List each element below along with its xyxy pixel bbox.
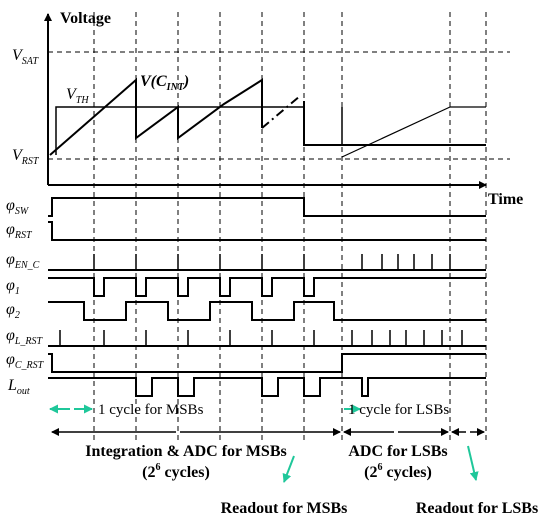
phi-sw-label: φSW xyxy=(6,197,30,217)
readout-lsb-label: Readout for LSBs xyxy=(416,500,538,517)
phi-lrst-label: φL_RST xyxy=(6,327,44,347)
grid-lines xyxy=(48,12,510,440)
phi-crst-wave xyxy=(48,353,486,373)
y-axis-label: Voltage xyxy=(60,10,111,27)
vint-hold xyxy=(303,101,486,146)
x-axis-label: Time xyxy=(488,191,523,208)
vint-sawtooth xyxy=(49,77,263,156)
phi-lrst-pulses xyxy=(59,330,463,346)
axes xyxy=(44,13,487,189)
phi-1-label: φ1 xyxy=(6,277,20,297)
vth-label: VTH xyxy=(66,86,89,106)
phi-crst-label: φC_RST xyxy=(6,351,45,371)
readout-msb-label: Readout for MSBs xyxy=(221,500,348,517)
phi-rst-label: φRST xyxy=(6,221,33,241)
lsb-ramp xyxy=(341,106,451,158)
vth-threshold-line xyxy=(55,106,343,155)
phi-enc-label: φEN_C xyxy=(6,251,40,271)
vsat-label: VSAT xyxy=(12,47,40,67)
cycle-lsb-label: 1 cycle for LSBs xyxy=(348,402,449,418)
phi-2-label: φ2 xyxy=(6,301,20,321)
cycle-arrows xyxy=(49,404,479,483)
vint-dash xyxy=(261,95,301,129)
vrst-label: VRST xyxy=(12,147,40,167)
phi-rst-wave xyxy=(48,221,486,241)
phase-msb-cycles: (26 cycles) xyxy=(142,462,210,481)
phase-lsb-cycles: (26 cycles) xyxy=(364,462,432,481)
lout-wave xyxy=(48,377,486,397)
phase-msb-label: Integration & ADC for MSBs xyxy=(85,443,286,460)
voltage-waveforms xyxy=(49,77,486,158)
vcint-label: V(CINT) xyxy=(140,73,189,93)
cycle-msb-label: 1 cycle for MSBs xyxy=(98,402,204,418)
phi-2-wave xyxy=(48,301,486,321)
phase-lsb-label: ADC for LSBs xyxy=(348,443,447,460)
signal-labels: φSW φRST φEN_C φ1 φ2 φL_RST φC_RST Lout xyxy=(6,197,45,397)
lout-label: Lout xyxy=(7,377,30,397)
digital-signals xyxy=(48,197,486,397)
phi-enc-pulses xyxy=(93,254,451,270)
phi-sw-wave xyxy=(48,197,486,217)
phi-1-wave xyxy=(48,277,486,297)
